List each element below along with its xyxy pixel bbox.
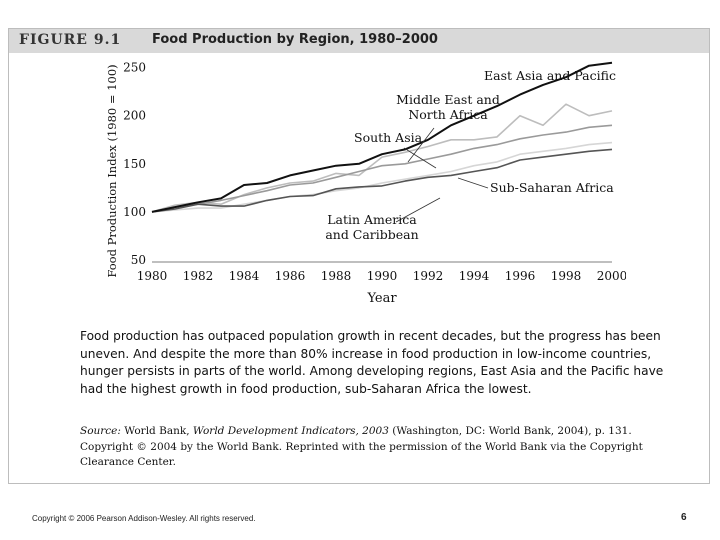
series-leader-line <box>407 127 435 163</box>
series-label: South Asia <box>354 130 423 145</box>
line-chart: 50 100 150 200 250 1980 1982 1984 1986 1988 1990 19… <box>105 61 626 306</box>
series-line-0 <box>151 61 613 213</box>
page-number: 6 <box>681 512 687 523</box>
series-line-4 <box>151 148 613 213</box>
figure-banner: FIGURE 9.1 Food Production by Region, 19… <box>9 29 709 53</box>
y-tick-label: 200 <box>123 109 146 123</box>
y-tick-label: 100 <box>123 205 146 219</box>
series-label: East Asia and Pacific <box>484 68 616 83</box>
series-leader-line <box>395 197 441 223</box>
source-book: World Development Indicators, 2003 <box>192 425 389 437</box>
y-tick-label: 250 <box>123 61 146 75</box>
series-line-3 <box>151 141 613 213</box>
x-tick-label: 1988 <box>321 269 352 283</box>
footer-copyright: Copyright © 2006 Pearson Addison-Wesley.… <box>32 514 256 523</box>
x-tick-label: 1994 <box>459 269 490 283</box>
y-tick-label: 150 <box>123 157 146 171</box>
series-leader-line <box>457 177 489 189</box>
figure-caption: Food production has outpaced population … <box>80 329 664 396</box>
figure-label: FIGURE 9.1 <box>19 32 122 48</box>
x-tick-label: 1996 <box>505 269 536 283</box>
series-label: and Caribbean <box>325 227 418 242</box>
series-line-1 <box>151 103 613 213</box>
series-line-2 <box>151 124 613 213</box>
x-axis-label: Year <box>366 291 397 306</box>
x-tick-label: 1990 <box>367 269 398 283</box>
source-publisher: World Bank, <box>124 425 190 437</box>
figure-title: Food Production by Region, 1980–2000 <box>152 32 438 47</box>
y-axis-label: Food Production Index (1980 = 100) <box>105 64 119 277</box>
x-tick-label: 1998 <box>551 269 582 283</box>
figure-source: Source: World Bank, World Development In… <box>80 424 680 471</box>
x-tick-label: 1980 <box>137 269 168 283</box>
x-tick-label: 2000 <box>597 269 626 283</box>
x-tick-label: 1984 <box>229 269 260 283</box>
source-heading: Source: <box>80 425 121 437</box>
series-label: North Africa <box>408 107 488 122</box>
series-label: Latin America <box>327 212 417 227</box>
x-tick-label: 1992 <box>413 269 444 283</box>
source-details: (Washington, DC: World Bank, 2004), p. 1… <box>80 425 643 468</box>
series-label: Middle East and <box>396 92 500 107</box>
x-tick-label: 1982 <box>183 269 214 283</box>
figure-panel: FIGURE 9.1 Food Production by Region, 19… <box>8 28 710 484</box>
y-tick-label: 50 <box>131 253 146 267</box>
series-leader-line <box>403 147 437 169</box>
x-tick-label: 1986 <box>275 269 306 283</box>
series-label: Sub-Saharan Africa <box>490 180 614 195</box>
